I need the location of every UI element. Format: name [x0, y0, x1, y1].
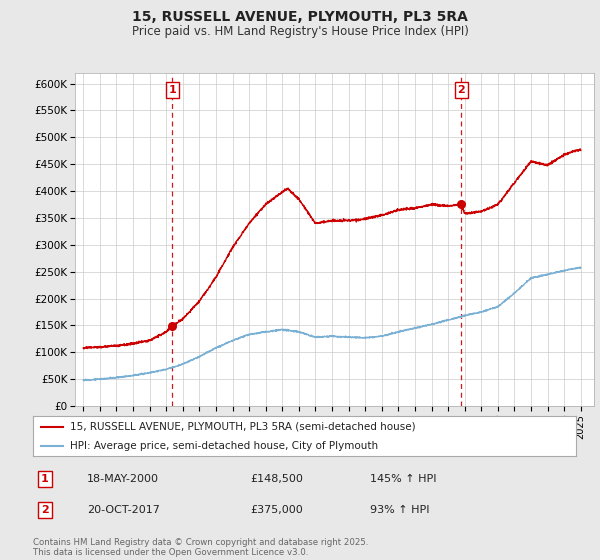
Text: 2: 2: [457, 85, 465, 95]
Text: £148,500: £148,500: [250, 474, 303, 484]
Text: Contains HM Land Registry data © Crown copyright and database right 2025.
This d: Contains HM Land Registry data © Crown c…: [33, 538, 368, 557]
Text: 20-OCT-2017: 20-OCT-2017: [88, 505, 160, 515]
Text: 15, RUSSELL AVENUE, PLYMOUTH, PL3 5RA: 15, RUSSELL AVENUE, PLYMOUTH, PL3 5RA: [132, 10, 468, 24]
Text: Price paid vs. HM Land Registry's House Price Index (HPI): Price paid vs. HM Land Registry's House …: [131, 25, 469, 38]
Text: 145% ↑ HPI: 145% ↑ HPI: [370, 474, 436, 484]
Text: 2: 2: [41, 505, 49, 515]
Text: 15, RUSSELL AVENUE, PLYMOUTH, PL3 5RA (semi-detached house): 15, RUSSELL AVENUE, PLYMOUTH, PL3 5RA (s…: [70, 422, 416, 432]
Text: 1: 1: [169, 85, 176, 95]
Text: £375,000: £375,000: [250, 505, 303, 515]
Text: 93% ↑ HPI: 93% ↑ HPI: [370, 505, 429, 515]
Text: 18-MAY-2000: 18-MAY-2000: [88, 474, 160, 484]
Text: HPI: Average price, semi-detached house, City of Plymouth: HPI: Average price, semi-detached house,…: [70, 441, 378, 451]
Text: 1: 1: [41, 474, 49, 484]
